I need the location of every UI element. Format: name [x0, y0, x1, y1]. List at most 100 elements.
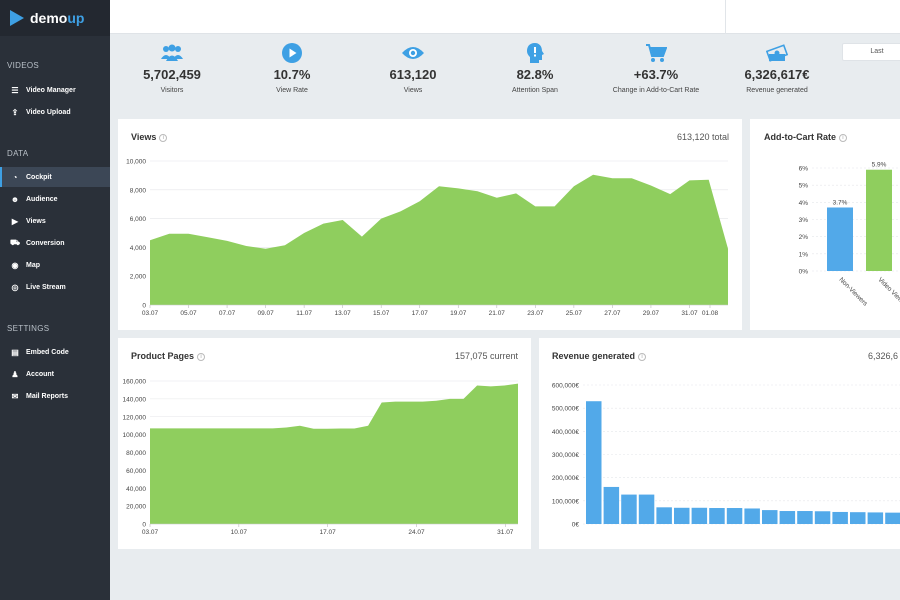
views-chart: 0 2,000 4,000 6,000 8,000 10,000 03.07 05.07 07.… — [126, 159, 729, 317]
bar — [762, 510, 778, 524]
area-series — [150, 174, 728, 305]
code-icon: ▤ — [11, 347, 19, 357]
eye-icon: ◎ — [11, 282, 19, 292]
product-pages-current: 157,075 current — [454, 351, 518, 361]
sidebar-item-live-stream[interactable]: ◎ Live Stream — [0, 277, 110, 297]
money-icon — [722, 42, 832, 64]
y-tick-label: 0 — [142, 522, 146, 529]
product-pages-card: Product Pages i 157,075 current 0 20,000 40… — [118, 338, 531, 549]
y-tick-label: 3% — [799, 217, 809, 224]
x-tick-label: 23.07 — [527, 310, 544, 317]
play-circle-icon — [237, 42, 347, 64]
y-tick-label: 60,000 — [126, 468, 146, 475]
add-to-cart-chart: 0% 1% 2% 3% 4% 5% 6% 3.7% Non-Viewers 5.9% Video V… — [799, 162, 900, 311]
sidebar-item-map[interactable]: ◉ Map — [0, 255, 110, 275]
y-tick-label: 300,000€ — [552, 452, 579, 459]
kpi-views: 613,120 Views — [358, 42, 468, 94]
x-tick-label: 24.07 — [408, 529, 425, 536]
x-tick-label: 11.07 — [296, 310, 312, 317]
brand-logo[interactable]: demo up — [0, 0, 110, 36]
list-icon: ☰ — [11, 85, 19, 95]
x-category-label: Non-Viewers — [837, 276, 869, 308]
sidebar-item-embed-code[interactable]: ▤ Embed Code — [0, 342, 110, 362]
y-tick-label: 4,000 — [130, 245, 147, 252]
area-series — [150, 383, 518, 524]
kpi-label: Views — [403, 87, 423, 94]
x-tick-label: 29.07 — [643, 310, 660, 317]
card-title-text: Product Pages — [131, 351, 195, 361]
x-tick-label: 27.07 — [604, 310, 621, 317]
y-tick-label: 140,000 — [123, 396, 147, 403]
sidebar-item-label: Video Manager — [26, 86, 76, 94]
kpi-add-to-cart-change: +63.7% Change in Add-to-Cart Rate — [601, 42, 711, 94]
y-tick-label: 20,000 — [126, 504, 146, 511]
period-select-button[interactable]: Last — [842, 43, 900, 61]
users-icon — [117, 42, 227, 64]
kpi-visitors: 5,702,459 Visitors — [117, 42, 227, 94]
sidebar-item-label: Video Upload — [26, 108, 71, 116]
kpi-value: 5,702,459 — [143, 67, 201, 82]
x-tick-label: 10.07 — [231, 529, 248, 536]
info-icon[interactable]: i — [197, 353, 206, 361]
bar — [867, 512, 884, 524]
user-icon: ♟ — [11, 369, 19, 379]
y-tick-label: 8,000 — [130, 187, 147, 194]
x-tick-label: 25.07 — [566, 310, 583, 317]
bar — [866, 169, 892, 271]
sidebar-item-audience[interactable]: ☻ Audience — [0, 189, 110, 209]
x-tick-label: 15.07 — [373, 310, 390, 317]
revenue-card-title: Revenue generated i — [552, 351, 647, 361]
y-tick-label: 120,000 — [123, 414, 147, 421]
sidebar-item-label: Account — [26, 370, 54, 378]
kpi-value: 82.8% — [516, 67, 554, 82]
upload-icon: ⇪ — [11, 107, 19, 117]
sidebar: demo up VIDEOS ☰ Video Manager ⇪ Video Uplo… — [0, 0, 110, 600]
y-tick-label: 0% — [799, 269, 809, 276]
info-icon[interactable]: i — [638, 353, 647, 361]
bar — [586, 401, 602, 524]
x-tick-label: 05.07 — [180, 310, 197, 317]
attention-head-icon — [480, 42, 590, 64]
sidebar-item-label: Conversion — [26, 239, 65, 247]
y-tick-label: 0€ — [572, 522, 580, 529]
x-tick-label: 13.07 — [335, 310, 352, 317]
section-title-settings: SETTINGS — [7, 324, 50, 333]
kpi-label: Revenue generated — [746, 87, 808, 94]
bar — [691, 507, 708, 524]
kpi-attention-span: 82.8% Attention Span — [480, 42, 590, 94]
play-icon: ▶ — [11, 216, 19, 226]
sidebar-item-video-manager[interactable]: ☰ Video Manager — [0, 80, 110, 100]
sidebar-item-account[interactable]: ♟ Account — [0, 364, 110, 384]
sidebar-item-mail-reports[interactable]: ✉ Mail Reports — [0, 386, 110, 406]
bar — [850, 512, 866, 524]
y-tick-label: 40,000 — [126, 486, 146, 493]
info-icon[interactable]: i — [839, 134, 847, 142]
y-tick-label: 2,000 — [130, 274, 147, 281]
card-title-text: Views — [131, 132, 157, 142]
sidebar-item-views[interactable]: ▶ Views — [0, 211, 110, 231]
sidebar-item-video-upload[interactable]: ⇪ Video Upload — [0, 102, 110, 122]
bar — [726, 508, 743, 524]
sidebar-item-conversion[interactable]: ⛟ Conversion — [0, 233, 110, 253]
brand-name-part1: demo — [30, 10, 68, 26]
mail-icon: ✉ — [11, 391, 19, 401]
kpi-value: 10.7% — [273, 67, 311, 82]
y-tick-label: 6,000 — [130, 216, 147, 223]
x-tick-label: 01.08 — [702, 310, 719, 317]
x-tick-label: 31.07 — [497, 529, 514, 536]
cart-icon: ⛟ — [10, 238, 21, 247]
cart-icon — [601, 42, 711, 64]
kpi-value: 6,326,617€ — [744, 67, 810, 82]
info-icon[interactable]: i — [159, 134, 168, 142]
card-title-text: Revenue generated — [552, 351, 636, 361]
sidebar-item-label: Audience — [26, 195, 58, 203]
y-tick-label: 200,000€ — [552, 475, 579, 482]
views-card: Views i 613,120 total 0 2,000 4,000 6,000 8,0… — [118, 119, 742, 330]
sidebar-item-cockpit[interactable]: ◔ Cockpit — [0, 167, 110, 187]
bar — [827, 207, 853, 271]
y-tick-label: 600,000€ — [552, 383, 579, 390]
bar — [674, 507, 690, 524]
kpi-value: 613,120 — [389, 67, 437, 82]
y-tick-label: 4% — [799, 200, 809, 207]
y-tick-label: 80,000 — [126, 450, 146, 457]
